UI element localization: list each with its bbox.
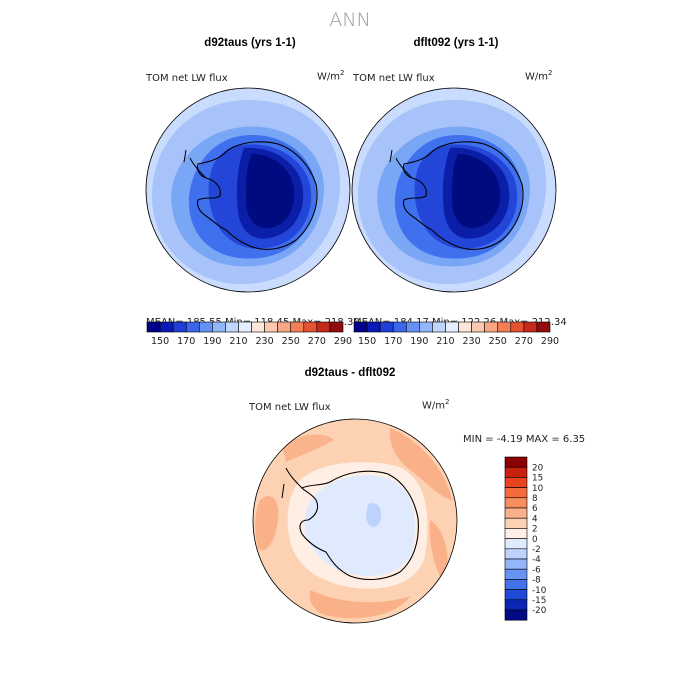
diff-panel-title: d92taus - dflt092 xyxy=(304,367,396,379)
diff-colorbar-tick-label: 4 xyxy=(532,514,538,524)
diff-colorbar-tick-label: 2 xyxy=(532,525,538,535)
diff-coastline xyxy=(299,470,419,581)
panel1-plateau-core xyxy=(246,154,295,228)
colorbar-tick-label: 210 xyxy=(229,336,247,347)
diff-peninsula xyxy=(281,467,303,499)
colorbar-tick-label: 230 xyxy=(463,336,481,347)
panel1-coastline xyxy=(196,141,318,250)
diff-colorbar-swatch xyxy=(504,497,528,509)
colorbar-tick-label: 250 xyxy=(282,336,300,347)
panel2-variable-label: TOM net LW flux xyxy=(353,73,435,84)
diff-colorbar-tick-label: 15 xyxy=(532,474,543,484)
colorbar-tick-label: 250 xyxy=(489,336,507,347)
diff-map-border xyxy=(252,418,458,624)
diff-colorbar-tick-label: 10 xyxy=(532,484,544,494)
panel2-peninsula xyxy=(389,149,413,179)
diff-colorbar-swatch xyxy=(504,487,528,499)
colorbar-tick-label: 270 xyxy=(308,336,326,347)
diff-warm-patch-w xyxy=(255,496,279,551)
colorbar-tick-label: 290 xyxy=(334,336,352,347)
diff-colorbar-swatch xyxy=(504,558,528,570)
colorbar-tick-label: 190 xyxy=(410,336,428,347)
diff-colorbar-tick-label: -6 xyxy=(532,565,541,575)
diff-colorbar-swatch xyxy=(504,517,528,529)
diff-colorbar-swatch xyxy=(504,507,528,519)
colorbar-swatch xyxy=(536,321,551,333)
diff-colorbar-swatch xyxy=(504,568,528,580)
diff-colorbar-swatch xyxy=(504,528,528,539)
colorbar-swatch xyxy=(329,321,344,333)
diff-colorbar-tick-label: -15 xyxy=(532,596,546,606)
colorbar-tick-label: 170 xyxy=(177,336,195,347)
diff-colorbar-tick-label: 6 xyxy=(532,504,538,514)
panel1-units-label: W/m2 xyxy=(317,69,345,83)
diff-colorbar-tick-label: -20 xyxy=(532,606,547,616)
colorbar-tick-label: 230 xyxy=(256,336,274,347)
diff-colorbar-tick-label: 20 xyxy=(532,463,544,473)
colorbar-tick-label: 210 xyxy=(436,336,454,347)
diff-colorbar-tick-label: -2 xyxy=(532,545,541,555)
diff-variable-label: TOM net LW flux xyxy=(249,402,331,413)
colorbar-tick-label: 290 xyxy=(541,336,559,347)
panel1-map-border xyxy=(145,87,351,293)
panel2-coastline xyxy=(402,141,524,250)
diff-colorbar-tick-label: -8 xyxy=(532,576,541,586)
diff-warm-patch-s xyxy=(309,590,410,619)
panel2-plateau-core xyxy=(452,154,501,228)
diff-colorbar-swatch xyxy=(504,548,528,560)
diff-colorbar-swatch xyxy=(504,589,528,601)
panel1-title: d92taus (yrs 1-1) xyxy=(204,37,296,49)
diff-colorbar-swatch xyxy=(504,538,528,550)
diff-colorbar-tick-label: -4 xyxy=(532,555,541,565)
panel2-map-border xyxy=(351,87,557,293)
diff-warm-patch-e xyxy=(429,520,448,584)
panel2-colorbar: 150 170 190 210 230 250 270 290 xyxy=(353,321,559,347)
diff-colorbar-swatch xyxy=(504,456,528,468)
diff-colorbar-swatch xyxy=(504,609,528,621)
panel1-colorbar: 150 170 190 210 230 250 270 290 xyxy=(146,321,352,347)
diff-warm-patch-nw xyxy=(282,434,334,462)
diff-units-label: W/m2 xyxy=(422,398,450,412)
diff-colorbar-swatch xyxy=(504,477,528,488)
diff-colorbar-swatch xyxy=(504,466,528,478)
diff-antarctica-cool xyxy=(304,475,415,577)
diff-colorbar-tick-label: -10 xyxy=(532,586,547,596)
colorbar-tick-label: 270 xyxy=(515,336,533,347)
colorbar-tick-label: 150 xyxy=(151,336,169,347)
colorbar-tick-label: 190 xyxy=(203,336,221,347)
panel2-units-label: W/m2 xyxy=(525,69,553,83)
figure-title: ANN xyxy=(329,9,371,31)
diff-warm-patch-ne xyxy=(389,428,452,500)
diff-colorbar-tick-label: 0 xyxy=(532,535,538,545)
diff-colorbar-swatch xyxy=(504,579,528,590)
diff-colorbar-swatch xyxy=(504,599,528,611)
colorbar-tick-label: 170 xyxy=(384,336,402,347)
diff-cool-spot xyxy=(366,503,382,527)
diff-colorbar-tick-label: 8 xyxy=(532,494,538,504)
panel1-peninsula xyxy=(183,149,207,179)
panel1-variable-label: TOM net LW flux xyxy=(146,73,228,84)
colorbar-tick-label: 150 xyxy=(358,336,376,347)
panel2-title: dflt092 (yrs 1-1) xyxy=(413,37,499,49)
diff-stats: MIN = -4.19 MAX = 6.35 xyxy=(463,434,586,445)
